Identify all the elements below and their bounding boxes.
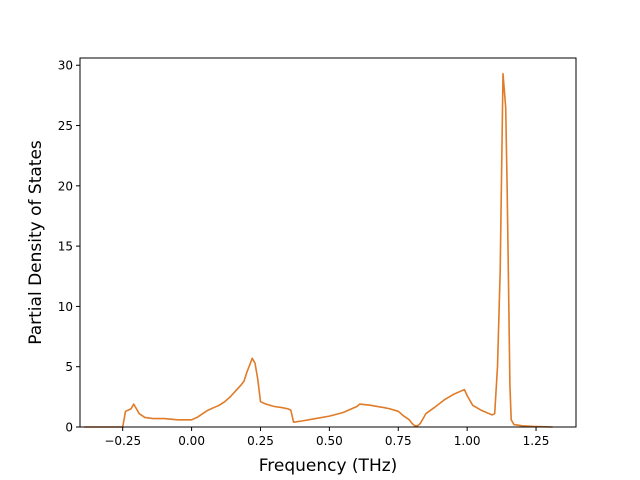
x-tick-label: 0.25 <box>247 434 274 448</box>
x-tick-label: 1.25 <box>523 434 550 448</box>
y-axis-title: Partial Density of States <box>26 140 46 345</box>
x-tick-label: 1.00 <box>454 434 481 448</box>
x-tick-label: 0.50 <box>316 434 343 448</box>
y-axis-ticks: 0 5 10 15 20 25 30 <box>58 59 80 435</box>
y-tick-label: 10 <box>58 300 73 314</box>
series-line <box>84 72 553 428</box>
plot-area <box>80 58 576 427</box>
y-tick-label: 5 <box>65 360 73 374</box>
y-tick-label: 25 <box>58 119 73 133</box>
x-tick-label: 0.75 <box>385 434 412 448</box>
x-axis-ticks: −0.25 0.00 0.25 0.50 0.75 1.00 1.25 <box>104 427 549 448</box>
y-tick-label: 30 <box>58 59 73 73</box>
y-tick-label: 15 <box>58 240 73 254</box>
x-tick-label: 0.00 <box>178 434 205 448</box>
y-tick-label: 20 <box>58 179 73 193</box>
plot-frame <box>79 57 577 428</box>
x-axis-title: Frequency (THz) <box>259 456 398 476</box>
series-layer <box>84 72 553 428</box>
x-tick-label: −0.25 <box>104 434 141 448</box>
y-tick-label: 0 <box>65 421 73 435</box>
